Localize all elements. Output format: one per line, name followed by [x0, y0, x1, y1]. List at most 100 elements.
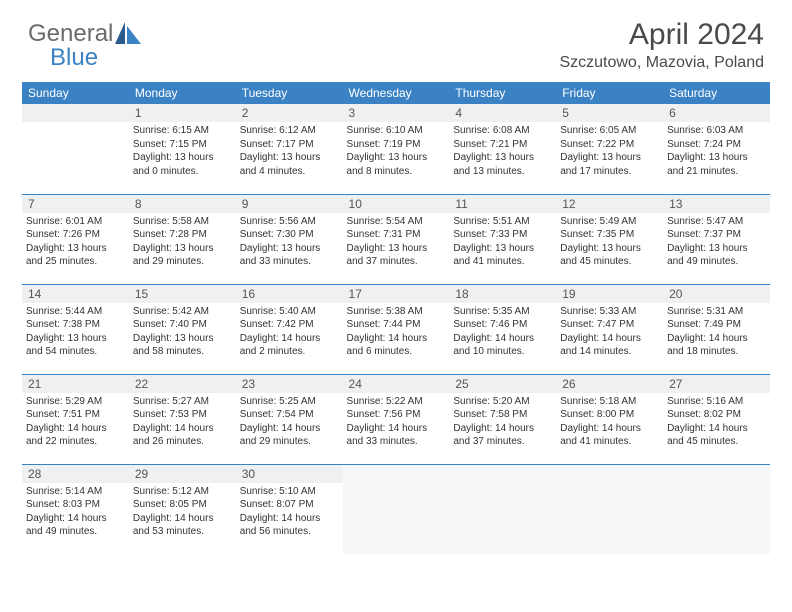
day-number: 29 — [129, 465, 236, 483]
header: General April 2024 Szczutowo, Mazovia, P… — [0, 0, 792, 82]
sunrise-text: Sunrise: 6:03 AM — [667, 124, 766, 138]
day-number: 23 — [236, 375, 343, 393]
calendar-cell: 18Sunrise: 5:35 AMSunset: 7:46 PMDayligh… — [449, 284, 556, 374]
day-content: Sunrise: 5:16 AMSunset: 8:02 PMDaylight:… — [663, 393, 770, 453]
day-number: 9 — [236, 195, 343, 213]
day-content: Sunrise: 5:38 AMSunset: 7:44 PMDaylight:… — [343, 303, 450, 363]
weekday-header: Friday — [556, 82, 663, 104]
logo-blue-wrap: Blue — [38, 44, 98, 72]
calendar-row: 1Sunrise: 6:15 AMSunset: 7:15 PMDaylight… — [22, 104, 770, 194]
daylight-text-1: Daylight: 13 hours — [133, 151, 232, 165]
day-number: 20 — [663, 285, 770, 303]
day-number: 14 — [22, 285, 129, 303]
daylight-text-2: and 45 minutes. — [667, 435, 766, 449]
daylight-text-1: Daylight: 14 hours — [347, 422, 446, 436]
day-content: Sunrise: 5:10 AMSunset: 8:07 PMDaylight:… — [236, 483, 343, 543]
daylight-text-2: and 2 minutes. — [240, 345, 339, 359]
calendar-cell — [449, 464, 556, 554]
daylight-text-2: and 58 minutes. — [133, 345, 232, 359]
daylight-text-2: and 37 minutes. — [347, 255, 446, 269]
sunrise-text: Sunrise: 5:49 AM — [560, 215, 659, 229]
daylight-text-2: and 8 minutes. — [347, 165, 446, 179]
calendar-cell: 16Sunrise: 5:40 AMSunset: 7:42 PMDayligh… — [236, 284, 343, 374]
daylight-text-2: and 41 minutes. — [453, 255, 552, 269]
daylight-text-1: Daylight: 14 hours — [453, 422, 552, 436]
sunrise-text: Sunrise: 5:14 AM — [26, 485, 125, 499]
calendar-cell: 20Sunrise: 5:31 AMSunset: 7:49 PMDayligh… — [663, 284, 770, 374]
day-content: Sunrise: 5:42 AMSunset: 7:40 PMDaylight:… — [129, 303, 236, 363]
sunrise-text: Sunrise: 5:58 AM — [133, 215, 232, 229]
day-number: 1 — [129, 104, 236, 122]
calendar-cell: 19Sunrise: 5:33 AMSunset: 7:47 PMDayligh… — [556, 284, 663, 374]
sunrise-text: Sunrise: 5:56 AM — [240, 215, 339, 229]
daylight-text-1: Daylight: 13 hours — [453, 242, 552, 256]
daylight-text-1: Daylight: 14 hours — [347, 332, 446, 346]
sunrise-text: Sunrise: 5:42 AM — [133, 305, 232, 319]
calendar-cell: 6Sunrise: 6:03 AMSunset: 7:24 PMDaylight… — [663, 104, 770, 194]
sunset-text: Sunset: 7:31 PM — [347, 228, 446, 242]
day-number: 10 — [343, 195, 450, 213]
day-content: Sunrise: 6:10 AMSunset: 7:19 PMDaylight:… — [343, 122, 450, 182]
daylight-text-1: Daylight: 14 hours — [26, 422, 125, 436]
day-number: 19 — [556, 285, 663, 303]
calendar-cell: 10Sunrise: 5:54 AMSunset: 7:31 PMDayligh… — [343, 194, 450, 284]
sunrise-text: Sunrise: 5:35 AM — [453, 305, 552, 319]
weekday-header-row: Sunday Monday Tuesday Wednesday Thursday… — [22, 82, 770, 104]
calendar-cell: 2Sunrise: 6:12 AMSunset: 7:17 PMDaylight… — [236, 104, 343, 194]
calendar-cell: 12Sunrise: 5:49 AMSunset: 7:35 PMDayligh… — [556, 194, 663, 284]
sunset-text: Sunset: 7:22 PM — [560, 138, 659, 152]
daylight-text-1: Daylight: 13 hours — [560, 242, 659, 256]
sunset-text: Sunset: 7:47 PM — [560, 318, 659, 332]
sunrise-text: Sunrise: 6:10 AM — [347, 124, 446, 138]
calendar-row: 14Sunrise: 5:44 AMSunset: 7:38 PMDayligh… — [22, 284, 770, 374]
daylight-text-2: and 56 minutes. — [240, 525, 339, 539]
day-content: Sunrise: 6:12 AMSunset: 7:17 PMDaylight:… — [236, 122, 343, 182]
calendar-cell: 4Sunrise: 6:08 AMSunset: 7:21 PMDaylight… — [449, 104, 556, 194]
month-title: April 2024 — [559, 18, 764, 52]
day-number: 11 — [449, 195, 556, 213]
daylight-text-2: and 49 minutes. — [26, 525, 125, 539]
calendar-cell — [663, 464, 770, 554]
day-number: 30 — [236, 465, 343, 483]
day-content: Sunrise: 5:22 AMSunset: 7:56 PMDaylight:… — [343, 393, 450, 453]
calendar-table: Sunday Monday Tuesday Wednesday Thursday… — [22, 82, 770, 554]
day-number: 2 — [236, 104, 343, 122]
day-content: Sunrise: 5:18 AMSunset: 8:00 PMDaylight:… — [556, 393, 663, 453]
day-content: Sunrise: 6:03 AMSunset: 7:24 PMDaylight:… — [663, 122, 770, 182]
location: Szczutowo, Mazovia, Poland — [559, 54, 764, 72]
calendar-cell: 1Sunrise: 6:15 AMSunset: 7:15 PMDaylight… — [129, 104, 236, 194]
daylight-text-2: and 0 minutes. — [133, 165, 232, 179]
daylight-text-1: Daylight: 13 hours — [240, 151, 339, 165]
sunrise-text: Sunrise: 6:12 AM — [240, 124, 339, 138]
sunset-text: Sunset: 7:28 PM — [133, 228, 232, 242]
daylight-text-2: and 49 minutes. — [667, 255, 766, 269]
calendar-cell: 11Sunrise: 5:51 AMSunset: 7:33 PMDayligh… — [449, 194, 556, 284]
day-content: Sunrise: 5:25 AMSunset: 7:54 PMDaylight:… — [236, 393, 343, 453]
day-number: 16 — [236, 285, 343, 303]
daylight-text-1: Daylight: 13 hours — [347, 151, 446, 165]
calendar-row: 7Sunrise: 6:01 AMSunset: 7:26 PMDaylight… — [22, 194, 770, 284]
daylight-text-2: and 10 minutes. — [453, 345, 552, 359]
day-number: 17 — [343, 285, 450, 303]
calendar-cell: 28Sunrise: 5:14 AMSunset: 8:03 PMDayligh… — [22, 464, 129, 554]
daylight-text-2: and 41 minutes. — [560, 435, 659, 449]
sunset-text: Sunset: 7:40 PM — [133, 318, 232, 332]
day-content: Sunrise: 5:12 AMSunset: 8:05 PMDaylight:… — [129, 483, 236, 543]
daylight-text-2: and 6 minutes. — [347, 345, 446, 359]
calendar-cell: 30Sunrise: 5:10 AMSunset: 8:07 PMDayligh… — [236, 464, 343, 554]
sunset-text: Sunset: 8:02 PM — [667, 408, 766, 422]
calendar-cell: 7Sunrise: 6:01 AMSunset: 7:26 PMDaylight… — [22, 194, 129, 284]
day-content: Sunrise: 5:51 AMSunset: 7:33 PMDaylight:… — [449, 213, 556, 273]
day-content: Sunrise: 5:56 AMSunset: 7:30 PMDaylight:… — [236, 213, 343, 273]
logo-text-blue: Blue — [50, 44, 98, 71]
day-content: Sunrise: 5:14 AMSunset: 8:03 PMDaylight:… — [22, 483, 129, 543]
daylight-text-1: Daylight: 14 hours — [560, 422, 659, 436]
sunset-text: Sunset: 8:07 PM — [240, 498, 339, 512]
daylight-text-1: Daylight: 14 hours — [240, 512, 339, 526]
day-content: Sunrise: 6:05 AMSunset: 7:22 PMDaylight:… — [556, 122, 663, 182]
daylight-text-1: Daylight: 14 hours — [133, 512, 232, 526]
sunrise-text: Sunrise: 5:51 AM — [453, 215, 552, 229]
daylight-text-1: Daylight: 13 hours — [560, 151, 659, 165]
calendar-cell: 22Sunrise: 5:27 AMSunset: 7:53 PMDayligh… — [129, 374, 236, 464]
calendar-cell: 3Sunrise: 6:10 AMSunset: 7:19 PMDaylight… — [343, 104, 450, 194]
